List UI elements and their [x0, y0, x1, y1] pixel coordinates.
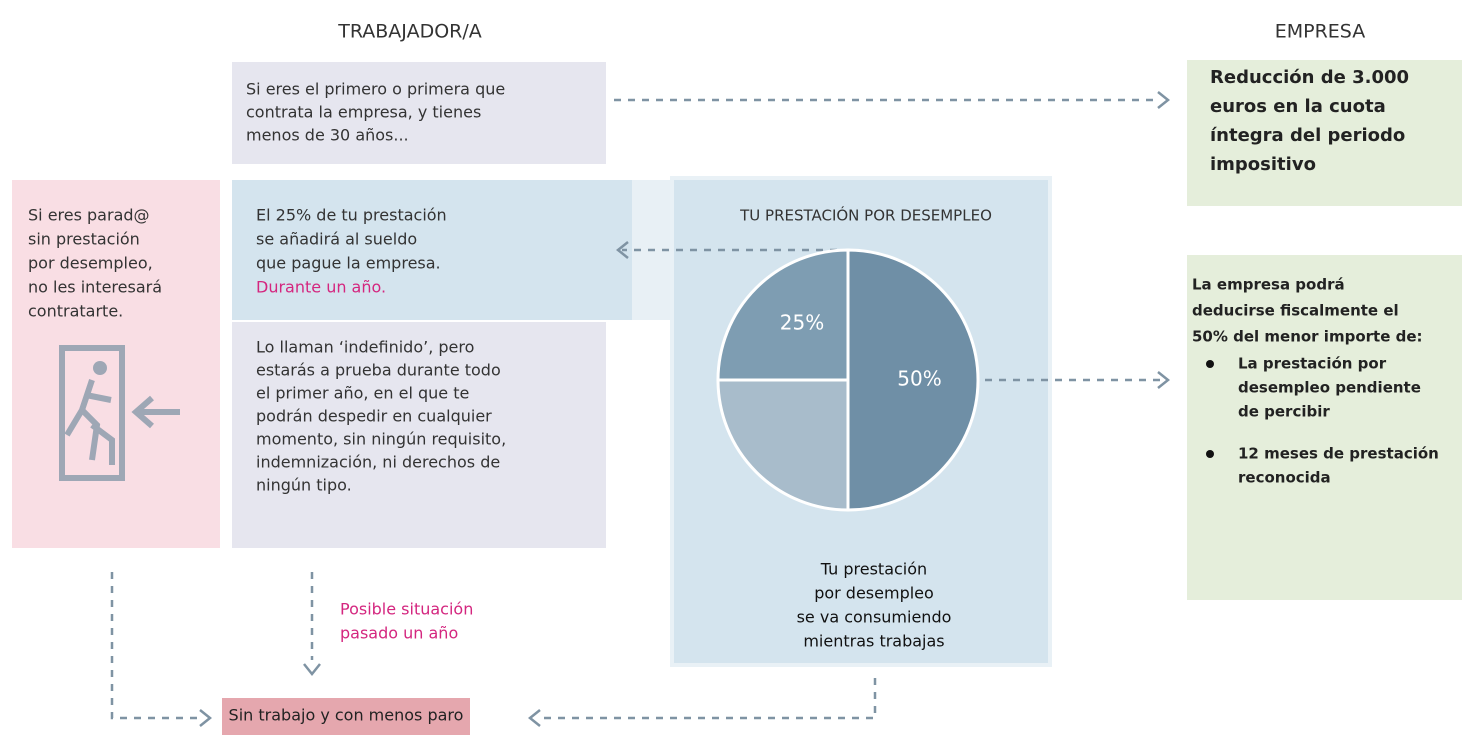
first-hire-line: menos de 30 años...	[246, 126, 409, 145]
first-hire-box	[232, 62, 606, 164]
benefit-line: que pague la empresa.	[256, 254, 441, 273]
indefinite-line: Lo llaman ‘indefinido’, pero	[256, 338, 474, 357]
pie-caption-line: se va consumiendo	[797, 608, 952, 627]
after-year-line: Posible situación	[340, 600, 473, 619]
indefinite-line: momento, sin ningún requisito,	[256, 430, 506, 449]
indefinite-box	[232, 322, 606, 548]
benefit-line: se añadirá al sueldo	[256, 230, 417, 249]
unemployed-line: contratarte.	[28, 302, 123, 321]
reduction-line: euros en la cuota	[1210, 96, 1386, 117]
pie-label: 25%	[780, 311, 824, 335]
pie-title: TU PRESTACIÓN POR DESEMPLEO	[739, 206, 992, 225]
outcome: Sin trabajo y con menos paro	[229, 706, 464, 725]
unemployed-line: Si eres parad@	[28, 206, 150, 225]
reduction-line: Reducción de 3.000	[1210, 67, 1409, 88]
deduction-line: deducirse fiscalmente el	[1192, 302, 1399, 320]
deduction-line: La empresa podrá	[1192, 276, 1345, 294]
reduction-box	[1187, 60, 1462, 206]
worker-header: TRABAJADOR/A	[337, 21, 482, 43]
unemployed-line: no les interesará	[28, 278, 162, 297]
benefit-box	[232, 180, 632, 320]
indefinite-line: el primer año, en el que te	[256, 384, 469, 403]
pie-slice	[846, 248, 980, 512]
after-year-line: pasado un año	[340, 624, 458, 643]
unemployed-line: por desempleo,	[28, 254, 153, 273]
pie-caption-line: mientras trabajas	[803, 632, 944, 651]
indefinite-line: ningún tipo.	[256, 476, 352, 495]
unemployed-box	[12, 180, 220, 548]
pie-caption-line: Tu prestación	[820, 560, 927, 579]
bullet-line: La prestación por	[1238, 355, 1387, 373]
bullet	[1206, 360, 1214, 368]
bullet-line: desempleo pendiente	[1238, 379, 1421, 397]
pie-slice	[716, 378, 850, 512]
reduction-line: íntegra del periodo	[1210, 125, 1405, 146]
benefit-line: El 25% de tu prestación	[256, 206, 447, 225]
pie-label: 50%	[897, 367, 941, 391]
bullet-line: de percibir	[1238, 403, 1330, 421]
unemployed-line: sin prestación	[28, 230, 140, 249]
indefinite-line: estarás a prueba durante todo	[256, 361, 501, 380]
bullet	[1206, 450, 1214, 458]
first-hire-line: Si eres el primero o primera que	[246, 80, 505, 99]
outcome-box	[222, 698, 470, 735]
first-hire-line: contrata la empresa, y tienes	[246, 103, 481, 122]
exit-icon	[59, 345, 180, 481]
indefinite-line: indemnización, ni derechos de	[256, 453, 500, 472]
benefit-highlight: Durante un año.	[256, 278, 386, 297]
pie-slice	[716, 248, 850, 382]
deduction-line: 50% del menor importe de:	[1192, 328, 1423, 346]
indefinite-line: podrán despedir en cualquier	[256, 407, 492, 426]
pie-caption-line: por desempleo	[814, 584, 934, 603]
deduction-box	[1187, 255, 1462, 600]
bullet-line: 12 meses de prestación	[1238, 445, 1439, 463]
reduction-line: impositivo	[1210, 154, 1316, 175]
bullet-line: reconocida	[1238, 469, 1331, 487]
company-header: EMPRESA	[1275, 21, 1365, 43]
